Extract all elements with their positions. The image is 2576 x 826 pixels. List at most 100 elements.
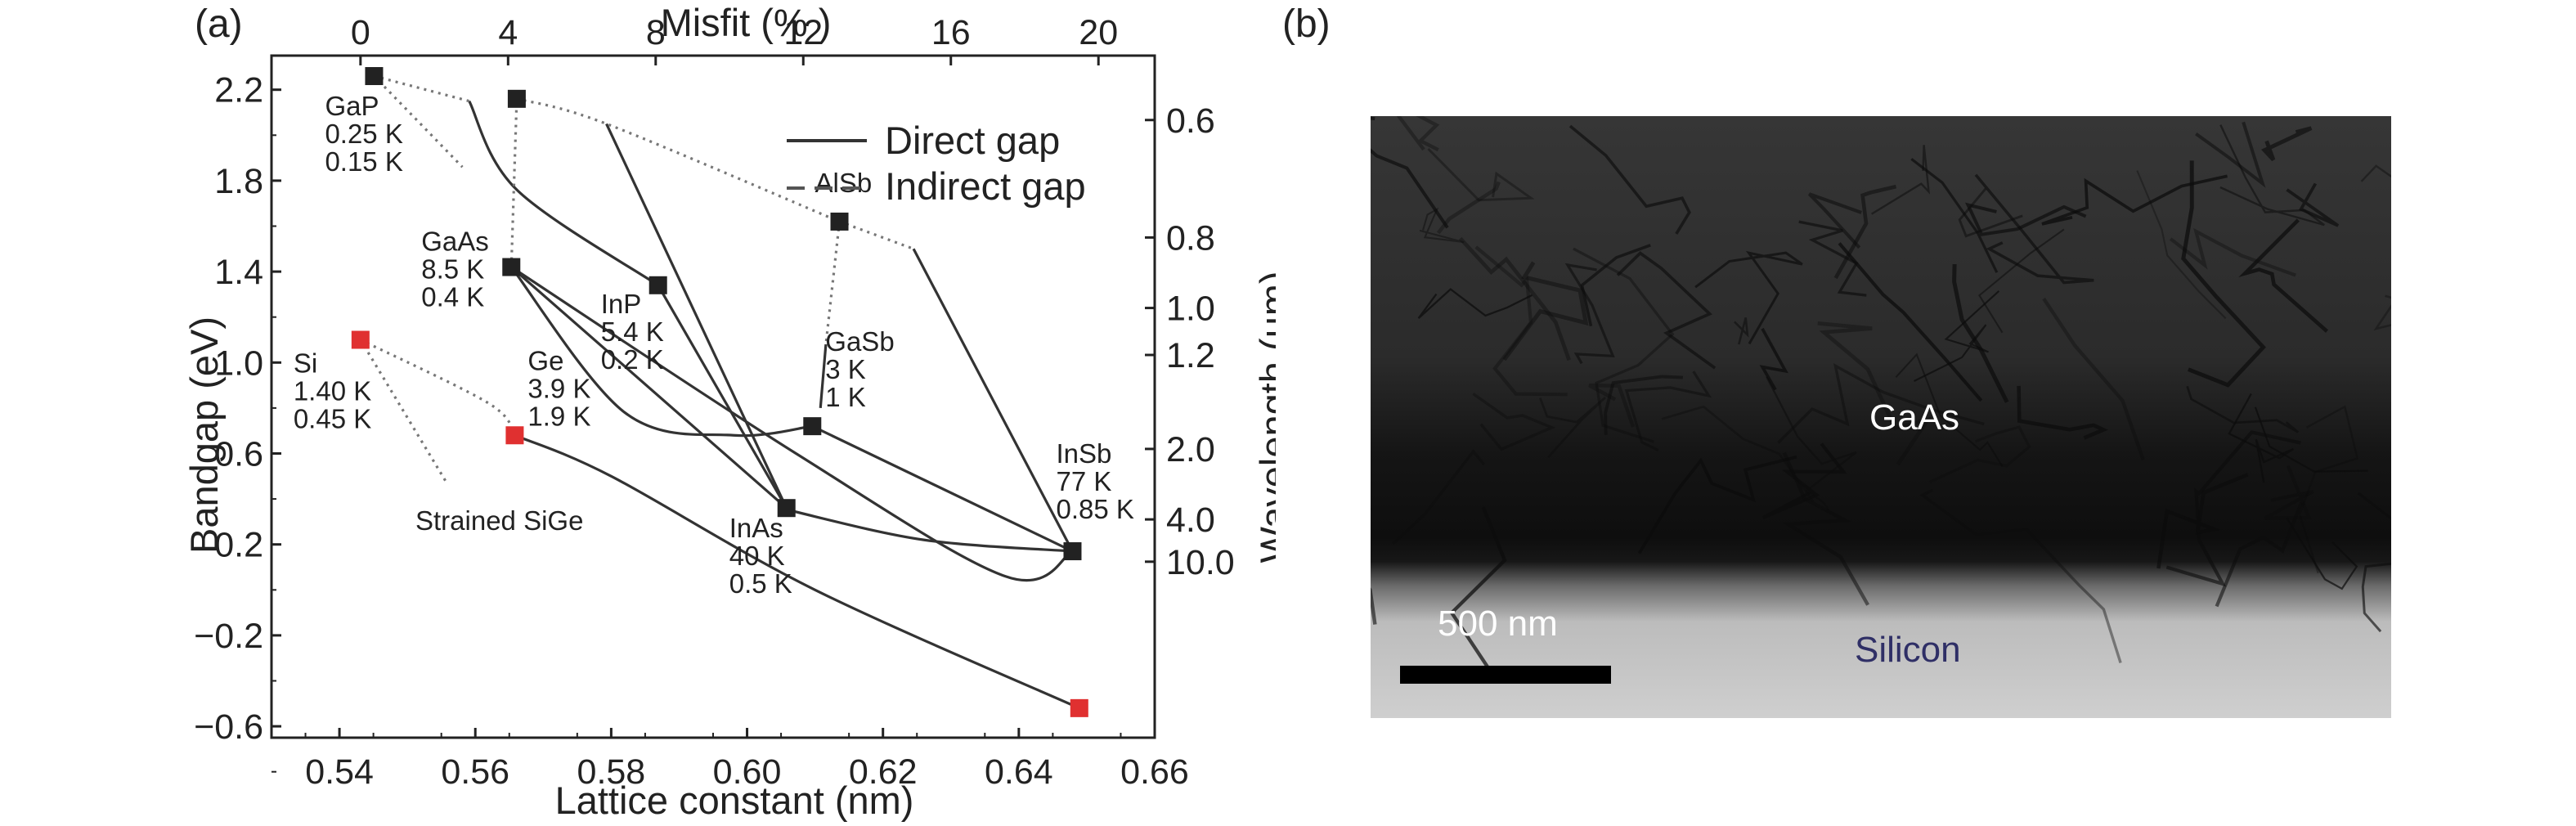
- direct-gap-curve: [514, 433, 1080, 710]
- dislocation-line: [1782, 451, 1869, 606]
- dislocation-line: [1952, 263, 2009, 403]
- dislocation-line: [2042, 298, 2145, 461]
- dislocation-line: [1817, 321, 1932, 466]
- dislocation-line: [1580, 244, 1651, 327]
- dislocation-line: [2219, 124, 2325, 227]
- dislocation-line: [1564, 263, 1615, 365]
- dislocation-line: [1419, 207, 1465, 244]
- dislocation-line: [1759, 327, 1788, 391]
- dislocation-line: [2181, 160, 2266, 388]
- dislocation-texture: [1371, 116, 2391, 676]
- dislocation-line: [1568, 124, 1691, 235]
- dislocation-line: [2017, 385, 2108, 440]
- dislocation-line: [2357, 492, 2391, 633]
- dislocation-line: [1895, 352, 2004, 468]
- label-insb: 77 K: [1056, 466, 1111, 496]
- right-tick-label: 2.0: [1166, 430, 1215, 469]
- label-gasb: 1 K: [825, 382, 866, 412]
- markers-layer: [351, 67, 1088, 717]
- direct-gap-curve: [510, 266, 1074, 582]
- indirect-gap-curve: [359, 339, 447, 482]
- dislocation-line: [1637, 455, 1797, 554]
- panel-b-label: (b): [1282, 2, 1331, 46]
- label-ge: Ge: [527, 345, 563, 375]
- direct-gap-curve: [811, 424, 1074, 553]
- label-ge: 1.9 K: [527, 401, 590, 431]
- dislocation-line: [1928, 425, 2031, 483]
- right-tick-label: 1.2: [1166, 336, 1215, 375]
- dislocation-line: [2360, 164, 2391, 182]
- legend-direct-label: Direct gap: [885, 119, 1060, 162]
- marker-insb: [1063, 542, 1082, 561]
- dislocation-line: [1371, 116, 1449, 229]
- label-gap: 0.15 K: [325, 146, 402, 177]
- top-tick-label: 16: [931, 13, 971, 52]
- top-tick-label: 20: [1079, 13, 1118, 52]
- dislocation-line: [1588, 383, 1636, 428]
- indirect-gap-curve: [838, 220, 914, 250]
- dislocation-line: [2186, 385, 2300, 433]
- right-axis-title: Wavelength (µm): [1252, 271, 1276, 563]
- y-tick-label: 0.2: [214, 526, 263, 565]
- dislocation-line: [2264, 465, 2314, 520]
- direct-gap-curve: [788, 509, 1073, 553]
- dislocation-line: [1573, 247, 1675, 443]
- dislocation-line: [2195, 121, 2266, 188]
- dislocation-line: [1910, 158, 1999, 273]
- top-tick-label: 4: [498, 13, 518, 52]
- silicon-layer-label: Silicon: [1855, 630, 1961, 670]
- top-tick-label: 12: [783, 13, 823, 52]
- dislocation-line: [2286, 182, 2340, 227]
- x-tick-label: 0.66: [1120, 752, 1189, 792]
- dislocation-line: [1604, 375, 1683, 435]
- label-alsb: AlSb: [815, 168, 873, 198]
- dislocation-line: [2238, 218, 2329, 333]
- top-tick-label: 0: [351, 13, 370, 52]
- dislocation-line: [1396, 116, 1440, 152]
- tem-image: GaAs 500 nm Silicon: [1371, 116, 2391, 718]
- x-tick-label: 0.64: [985, 752, 1053, 792]
- dislocation-line: [1978, 228, 2065, 334]
- dislocation-line: [2373, 294, 2391, 331]
- label-inp: InP: [601, 289, 642, 319]
- top-axis-title: Misfit (% ): [661, 1, 832, 44]
- marker-alsb: [830, 212, 849, 231]
- y-tick-label: 1.4: [214, 253, 263, 292]
- direct-gap-curve: [468, 100, 659, 287]
- dislocation-line: [1777, 363, 1985, 444]
- direct-gap-curve: [819, 343, 828, 409]
- dislocation-line: [1694, 250, 1803, 345]
- dislocation-line: [1838, 242, 1983, 402]
- dislocation-line: [1807, 192, 1862, 249]
- dislocation-line: [2136, 170, 2227, 320]
- dislocation-line: [2228, 393, 2295, 483]
- marker-gap: [365, 67, 384, 86]
- y-tick-label: 2.2: [214, 71, 263, 110]
- label-insb: InSb: [1056, 438, 1111, 469]
- label-gaas: GaAs: [421, 227, 489, 257]
- dislocation-line: [1539, 396, 1606, 459]
- direct-gap-curve: [605, 123, 788, 509]
- marker-inp: [648, 276, 667, 294]
- marker-si: [351, 330, 370, 349]
- y-axis-title: Bandgap (eV): [182, 316, 226, 554]
- dislocation-line: [1919, 488, 2122, 664]
- dislocation-line: [1958, 187, 2023, 238]
- dislocation-line: [1616, 251, 1717, 370]
- dislocation-line: [2156, 473, 2249, 569]
- label-si: 0.45 K: [294, 404, 371, 434]
- x-tick-label: 0.60: [713, 752, 782, 792]
- label-ge: 3.9 K: [527, 373, 590, 403]
- label-gasb: 3 K: [825, 354, 866, 384]
- gaas-layer-label: GaAs: [1869, 397, 1960, 438]
- direct-gap-curve: [912, 248, 1074, 552]
- dislocation-line: [2215, 501, 2304, 608]
- right-tick-label: 0.8: [1166, 218, 1215, 258]
- dislocation-line: [1449, 506, 1507, 676]
- label-inas: InAs: [729, 513, 783, 543]
- strained-sige-annotation: Strained SiGe: [415, 505, 583, 536]
- direct-gap-curve: [510, 266, 788, 510]
- label-inp: 5.4 K: [601, 316, 664, 347]
- marker-gaas: [502, 258, 521, 276]
